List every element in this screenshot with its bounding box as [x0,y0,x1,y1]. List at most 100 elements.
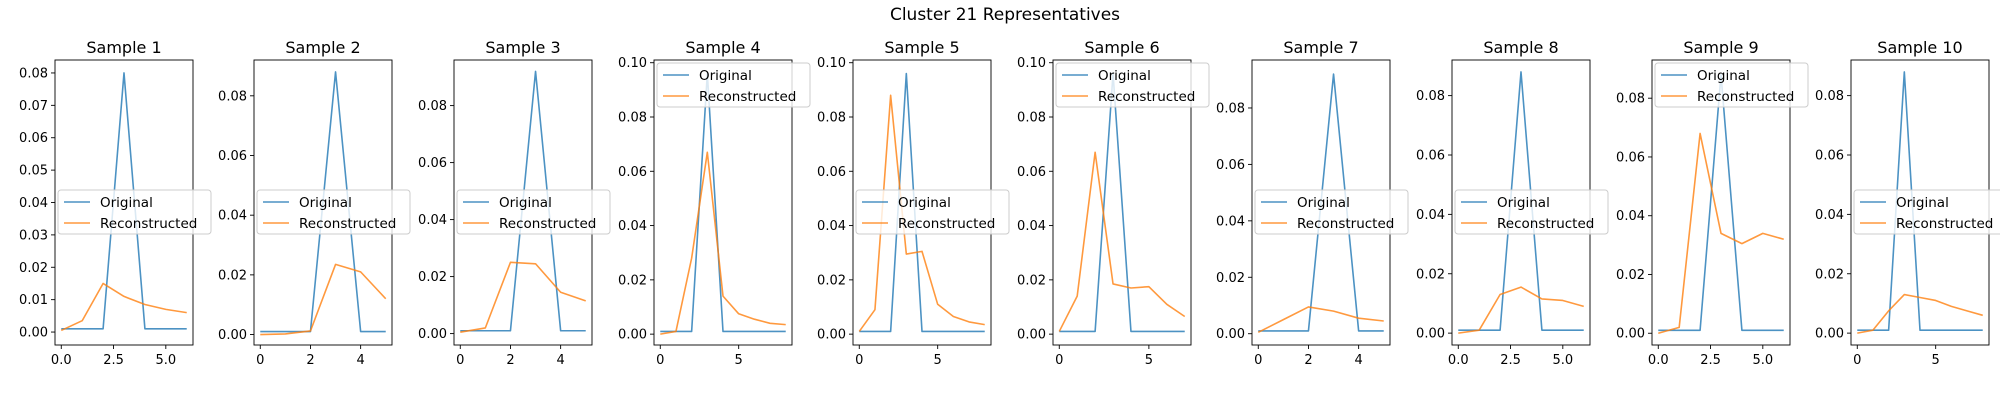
x-tick-label: 0.0 [1648,353,1669,368]
axes-frame [653,59,793,346]
legend-label: Original [299,195,352,211]
y-tick-label: 0.00 [1017,328,1046,343]
y-tick-label: 0.00 [418,327,447,342]
reconstructed-series-line [1257,306,1384,334]
original-series-line [1059,72,1185,333]
y-tick-label: 0.06 [19,131,48,146]
x-tick-label: 4 [356,353,364,368]
figure-title: Cluster 21 Representatives [890,5,1120,25]
subplot-1: Sample 1 0.00 0.01 0.02 0.03 0.04 0.05 0.06 0.07… [19,38,212,368]
original-series-line [660,72,786,333]
subplot-3: Sample 3 0.00 0.02 0.04 0.06 0.08 0 2 4 Original R… [418,38,611,368]
legend-box [1254,189,1409,235]
y-tick-label: 0.04 [618,219,647,234]
subplot-10: Sample 10 0.00 0.02 0.04 0.06 0.08 0 5 Original R… [1815,38,2000,368]
y-tick-label: 0.06 [1216,158,1245,173]
legend-label: Reconstructed [699,89,796,105]
x-tick-label: 5 [934,353,942,368]
y-tick-label: 0.00 [1216,327,1245,342]
reconstructed-series-line [1458,286,1584,334]
original-series-line [61,72,187,330]
x-tick-label: 4 [556,353,564,368]
x-tick-label: 0 [1055,353,1063,368]
legend: Original Reconstructed [1254,189,1409,235]
y-tick-label: 0.02 [618,273,647,288]
y-tick-label: 0.06 [618,165,647,180]
legend-box [1853,189,2000,235]
x-tick-label: 5 [735,353,743,368]
legend: Original Reconstructed [656,62,811,108]
y-tick-label: 0.02 [1815,267,1844,282]
x-tick-label: 5.0 [1752,353,1773,368]
y-tick-label: 0.02 [817,273,846,288]
x-tick-label: 0.0 [51,353,72,368]
legend-label: Original [100,195,153,211]
reconstructed-series-line [660,151,786,335]
subplot-2: Sample 2 0.00 0.02 0.04 0.06 0.08 0 2 4 Original R… [218,38,411,368]
y-tick-label: 0.04 [817,219,846,234]
legend: Original Reconstructed [855,189,1010,235]
subplot-8: Sample 8 0.00 0.02 0.04 0.06 0.08 0.0 2.5 5.0 Ori… [1416,38,1609,368]
subplot-7: Sample 7 0.00 0.02 0.04 0.06 0.08 0 2 4 Original R… [1216,38,1409,368]
subplot-title: Sample 8 [1483,38,1558,57]
legend: Original Reconstructed [1055,62,1210,108]
original-series-line [1857,71,1983,331]
y-tick-label: 0.00 [1616,327,1645,342]
legend-box [256,189,411,235]
x-tick-label: 5.0 [1552,353,1573,368]
legend-label: Reconstructed [100,216,197,232]
legend-label: Original [1297,195,1350,211]
y-tick-label: 0.08 [1216,101,1245,116]
subplot-title: Sample 9 [1683,38,1758,57]
legend-label: Original [1098,68,1151,84]
subplot-6: Sample 6 0.00 0.02 0.04 0.06 0.08 0.10 0 5 Origin… [1017,38,1210,368]
legend: Original Reconstructed [456,189,611,235]
y-tick-label: 0.04 [1216,214,1245,229]
reconstructed-series-line [460,261,586,333]
reconstructed-series-line [858,94,985,332]
subplot-grid: Sample 10.000.010.020.030.040.050.060.07… [19,38,2000,368]
x-tick-label: 2 [506,353,514,368]
legend-label: Original [1896,195,1949,211]
y-tick-label: 0.00 [817,328,846,343]
y-tick-label: 0.02 [1017,273,1046,288]
x-tick-label: 2.5 [103,353,124,368]
y-tick-label: 0.08 [218,89,247,104]
y-tick-label: 0.02 [19,261,48,276]
legend-box [1454,189,1609,235]
subplot-title: Sample 5 [884,38,959,57]
legend-label: Reconstructed [898,216,995,232]
axes-frame [1651,59,1791,346]
x-tick-label: 0 [656,353,664,368]
legend: Original Reconstructed [256,189,411,235]
legend-label: Original [1697,68,1750,84]
legend-label: Original [499,195,552,211]
legend-box [1055,62,1210,108]
legend-label: Original [1497,195,1550,211]
x-tick-label: 0 [1853,353,1861,368]
y-tick-label: 0.06 [218,149,247,164]
y-tick-label: 0.04 [19,196,48,211]
x-tick-label: 0 [1254,353,1262,368]
subplot-title: Sample 1 [86,38,161,57]
y-tick-label: 0.00 [19,326,48,341]
x-tick-label: 5 [1145,353,1153,368]
subplot-9: Sample 9 0.00 0.02 0.04 0.06 0.08 0.0 2.5 5.0 Ori… [1616,38,1809,368]
legend: Original Reconstructed [1454,189,1609,235]
legend-label: Reconstructed [1697,89,1794,105]
subplot-title: Sample 4 [685,38,760,57]
x-tick-label: 0 [456,353,464,368]
legend: Original Reconstructed [1853,189,2000,235]
y-tick-label: 0.06 [817,165,846,180]
y-tick-label: 0.08 [1416,89,1445,104]
legend-label: Reconstructed [299,216,396,232]
legend-label: Reconstructed [1497,216,1594,232]
subplot-title: Sample 3 [485,38,560,57]
x-tick-label: 5 [1932,353,1940,368]
subplot-title: Sample 6 [1084,38,1159,57]
x-tick-label: 2.5 [1700,353,1721,368]
legend-label: Reconstructed [499,216,596,232]
x-tick-label: 0 [256,353,264,368]
y-tick-label: 0.05 [19,164,48,179]
y-tick-label: 0.08 [817,111,846,126]
